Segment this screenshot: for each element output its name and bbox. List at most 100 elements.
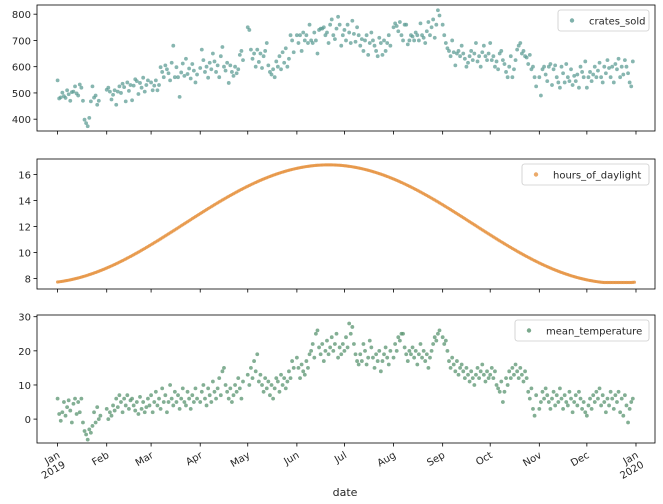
data-point (263, 376, 268, 381)
data-point (531, 406, 535, 411)
data-point (586, 403, 591, 408)
data-point (383, 345, 388, 350)
data-point (440, 335, 445, 340)
data-point (359, 37, 364, 42)
data-point (318, 352, 323, 357)
data-point (412, 355, 417, 360)
data-point (171, 403, 176, 408)
data-point (166, 71, 171, 76)
data-point (596, 396, 600, 401)
data-point (223, 383, 228, 387)
y-tick-label: 20 (18, 347, 31, 358)
data-point (264, 41, 269, 45)
data-point (347, 30, 352, 35)
data-point (405, 42, 410, 47)
data-point (247, 28, 252, 32)
data-point (294, 355, 299, 360)
data-point (199, 47, 204, 52)
data-point (456, 49, 461, 53)
data-point (526, 62, 531, 66)
data-point (401, 38, 405, 43)
data-point (138, 395, 142, 399)
data-point (626, 420, 630, 425)
data-point (391, 355, 396, 360)
data-point (369, 30, 374, 35)
data-point (290, 38, 295, 43)
data-point (472, 383, 477, 387)
data-point (177, 94, 182, 99)
data-point (561, 71, 565, 76)
data-point (591, 72, 596, 77)
data-point (401, 331, 405, 336)
data-point (432, 35, 437, 40)
data-point (374, 49, 379, 53)
data-point (340, 33, 345, 38)
data-point (486, 376, 491, 381)
data-point (321, 25, 326, 30)
data-point (214, 396, 218, 401)
data-point (176, 75, 180, 80)
data-point (378, 41, 383, 45)
data-point (545, 393, 550, 398)
data-point (527, 396, 532, 401)
data-point (458, 366, 462, 370)
data-point (320, 342, 325, 346)
data-point (146, 396, 150, 401)
data-point (79, 396, 84, 401)
data-point (290, 359, 295, 363)
data-point (424, 29, 429, 34)
data-point (618, 410, 623, 415)
data-point (415, 362, 420, 367)
data-point (385, 355, 390, 360)
y-tick-label: 600 (12, 63, 31, 74)
data-point (388, 348, 393, 353)
data-point (144, 405, 149, 410)
plot-frame (36, 158, 656, 290)
data-point (526, 389, 531, 394)
data-point (451, 50, 456, 55)
data-point (184, 403, 188, 408)
data-point (77, 82, 82, 87)
data-point (505, 383, 510, 387)
data-point (534, 393, 539, 398)
legend-marker (533, 172, 539, 177)
data-point (214, 70, 218, 74)
data-point (250, 56, 255, 61)
data-point (491, 54, 496, 59)
legend-label: mean_temperature (546, 327, 642, 338)
data-point (66, 92, 71, 97)
data-point (68, 98, 73, 103)
data-point (58, 418, 63, 423)
data-point (537, 75, 542, 80)
data-point (505, 75, 510, 80)
data-point (138, 81, 142, 85)
data-point (548, 406, 553, 411)
data-point (190, 62, 195, 66)
data-point (404, 22, 409, 27)
data-point (139, 85, 144, 90)
y-tick-label: 800 (12, 10, 31, 21)
data-point (572, 400, 577, 404)
data-point (315, 328, 320, 333)
data-point (150, 88, 155, 93)
data-point (447, 359, 451, 363)
data-point (489, 58, 494, 63)
data-point (268, 393, 272, 398)
data-point (350, 18, 355, 23)
data-point (130, 98, 134, 103)
data-point (461, 51, 466, 56)
data-point (372, 366, 377, 370)
data-point (168, 383, 173, 387)
data-point (136, 412, 141, 416)
data-point (328, 345, 333, 350)
data-point (550, 83, 554, 87)
data-point (95, 405, 100, 410)
data-point (326, 352, 331, 357)
data-point (212, 59, 217, 64)
data-point (241, 58, 245, 63)
data-point (283, 46, 288, 51)
data-point (426, 20, 431, 24)
data-point (107, 410, 112, 415)
data-point (429, 25, 434, 30)
data-point (342, 28, 347, 32)
